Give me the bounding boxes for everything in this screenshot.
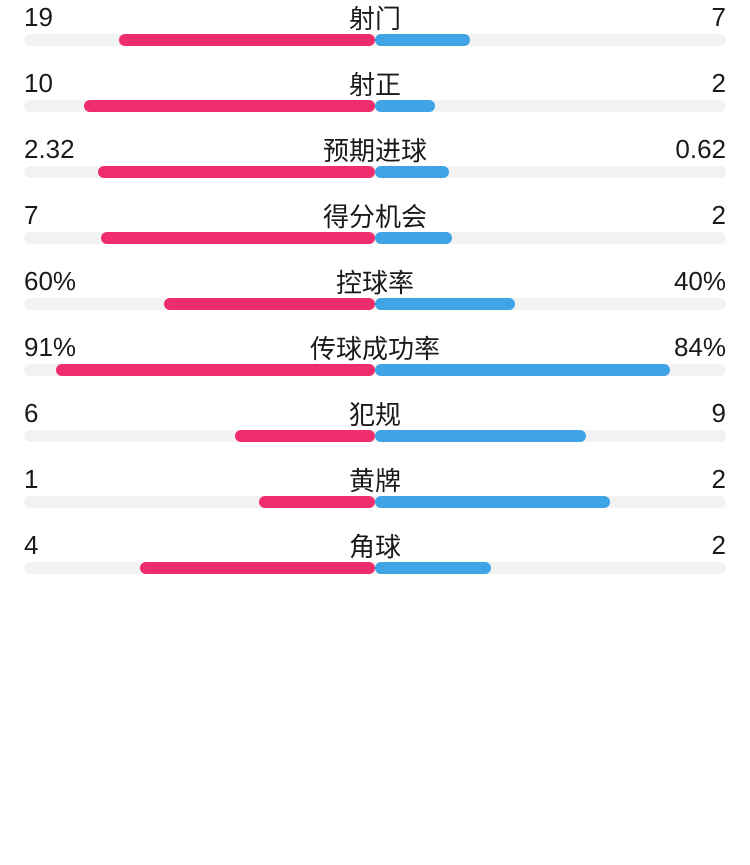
bar-left-fill (235, 430, 375, 442)
left-value: 1 (24, 464, 38, 495)
right-value: 2 (712, 464, 726, 495)
bar-right-fill (375, 100, 435, 112)
bar-right-half (375, 34, 726, 46)
bar-right-fill (375, 166, 449, 178)
right-value: 7 (712, 2, 726, 33)
bar-left-half (24, 496, 375, 508)
bar-left-half (24, 100, 375, 112)
bar-left-fill (84, 100, 375, 112)
stat-labels: 91% 传球成功率 84% (24, 330, 726, 364)
bar-left-half (24, 298, 375, 310)
bar-right-fill (375, 364, 670, 376)
stat-labels: 19 射门 7 (24, 0, 726, 34)
stat-bar (24, 34, 726, 46)
left-value: 7 (24, 200, 38, 231)
stat-name: 得分机会 (323, 197, 427, 234)
left-value: 10 (24, 68, 53, 99)
bar-right-fill (375, 34, 470, 46)
stat-row: 4 角球 2 (24, 528, 726, 574)
left-value: 4 (24, 530, 38, 561)
bar-left-half (24, 166, 375, 178)
stat-name: 预期进球 (323, 131, 427, 168)
right-value: 9 (712, 398, 726, 429)
bar-right-half (375, 496, 726, 508)
stat-bar (24, 430, 726, 442)
bar-left-fill (140, 562, 375, 574)
left-value: 60% (24, 266, 76, 297)
left-value: 19 (24, 2, 53, 33)
stat-name: 射正 (349, 65, 401, 102)
stat-bar (24, 496, 726, 508)
right-value: 84% (674, 332, 726, 363)
stat-labels: 60% 控球率 40% (24, 264, 726, 298)
right-value: 2 (712, 530, 726, 561)
bar-right-half (375, 298, 726, 310)
bar-right-half (375, 166, 726, 178)
stat-name: 黄牌 (349, 461, 401, 498)
bar-left-half (24, 34, 375, 46)
right-value: 2 (712, 200, 726, 231)
stat-name: 角球 (349, 527, 401, 564)
stat-row: 91% 传球成功率 84% (24, 330, 726, 376)
bar-right-half (375, 100, 726, 112)
bar-left-fill (164, 298, 375, 310)
left-value: 2.32 (24, 134, 75, 165)
stat-row: 19 射门 7 (24, 0, 726, 46)
stat-row: 1 黄牌 2 (24, 462, 726, 508)
stat-labels: 10 射正 2 (24, 66, 726, 100)
bar-left-half (24, 430, 375, 442)
stat-labels: 6 犯规 9 (24, 396, 726, 430)
right-value: 2 (712, 68, 726, 99)
stat-bar (24, 364, 726, 376)
stat-name: 犯规 (349, 395, 401, 432)
stat-labels: 1 黄牌 2 (24, 462, 726, 496)
bar-right-fill (375, 496, 610, 508)
bar-right-fill (375, 298, 515, 310)
bar-right-fill (375, 232, 452, 244)
left-value: 91% (24, 332, 76, 363)
bar-left-fill (56, 364, 375, 376)
bar-left-fill (259, 496, 375, 508)
match-stats-comparison: 19射门710射正22.32预期进球0.627得分机会260%控球率40%91%… (24, 0, 726, 574)
stat-row: 2.32 预期进球 0.62 (24, 132, 726, 178)
stat-labels: 2.32 预期进球 0.62 (24, 132, 726, 166)
stat-name: 射门 (349, 0, 401, 36)
bar-left-half (24, 364, 375, 376)
bar-left-half (24, 232, 375, 244)
stat-name: 传球成功率 (310, 329, 440, 366)
bar-left-half (24, 562, 375, 574)
bar-right-half (375, 562, 726, 574)
bar-left-fill (101, 232, 375, 244)
stat-row: 10 射正 2 (24, 66, 726, 112)
stat-bar (24, 100, 726, 112)
bar-left-fill (119, 34, 375, 46)
bar-right-fill (375, 562, 491, 574)
stat-row: 6 犯规 9 (24, 396, 726, 442)
stat-labels: 7 得分机会 2 (24, 198, 726, 232)
right-value: 0.62 (675, 134, 726, 165)
stat-bar (24, 298, 726, 310)
bar-right-half (375, 430, 726, 442)
stat-row: 7 得分机会 2 (24, 198, 726, 244)
right-value: 40% (674, 266, 726, 297)
stat-bar (24, 166, 726, 178)
stat-labels: 4 角球 2 (24, 528, 726, 562)
left-value: 6 (24, 398, 38, 429)
stat-bar (24, 562, 726, 574)
stat-bar (24, 232, 726, 244)
stat-name: 控球率 (336, 263, 414, 300)
bar-right-half (375, 232, 726, 244)
bar-left-fill (98, 166, 375, 178)
stat-row: 60% 控球率 40% (24, 264, 726, 310)
bar-right-half (375, 364, 726, 376)
bar-right-fill (375, 430, 586, 442)
